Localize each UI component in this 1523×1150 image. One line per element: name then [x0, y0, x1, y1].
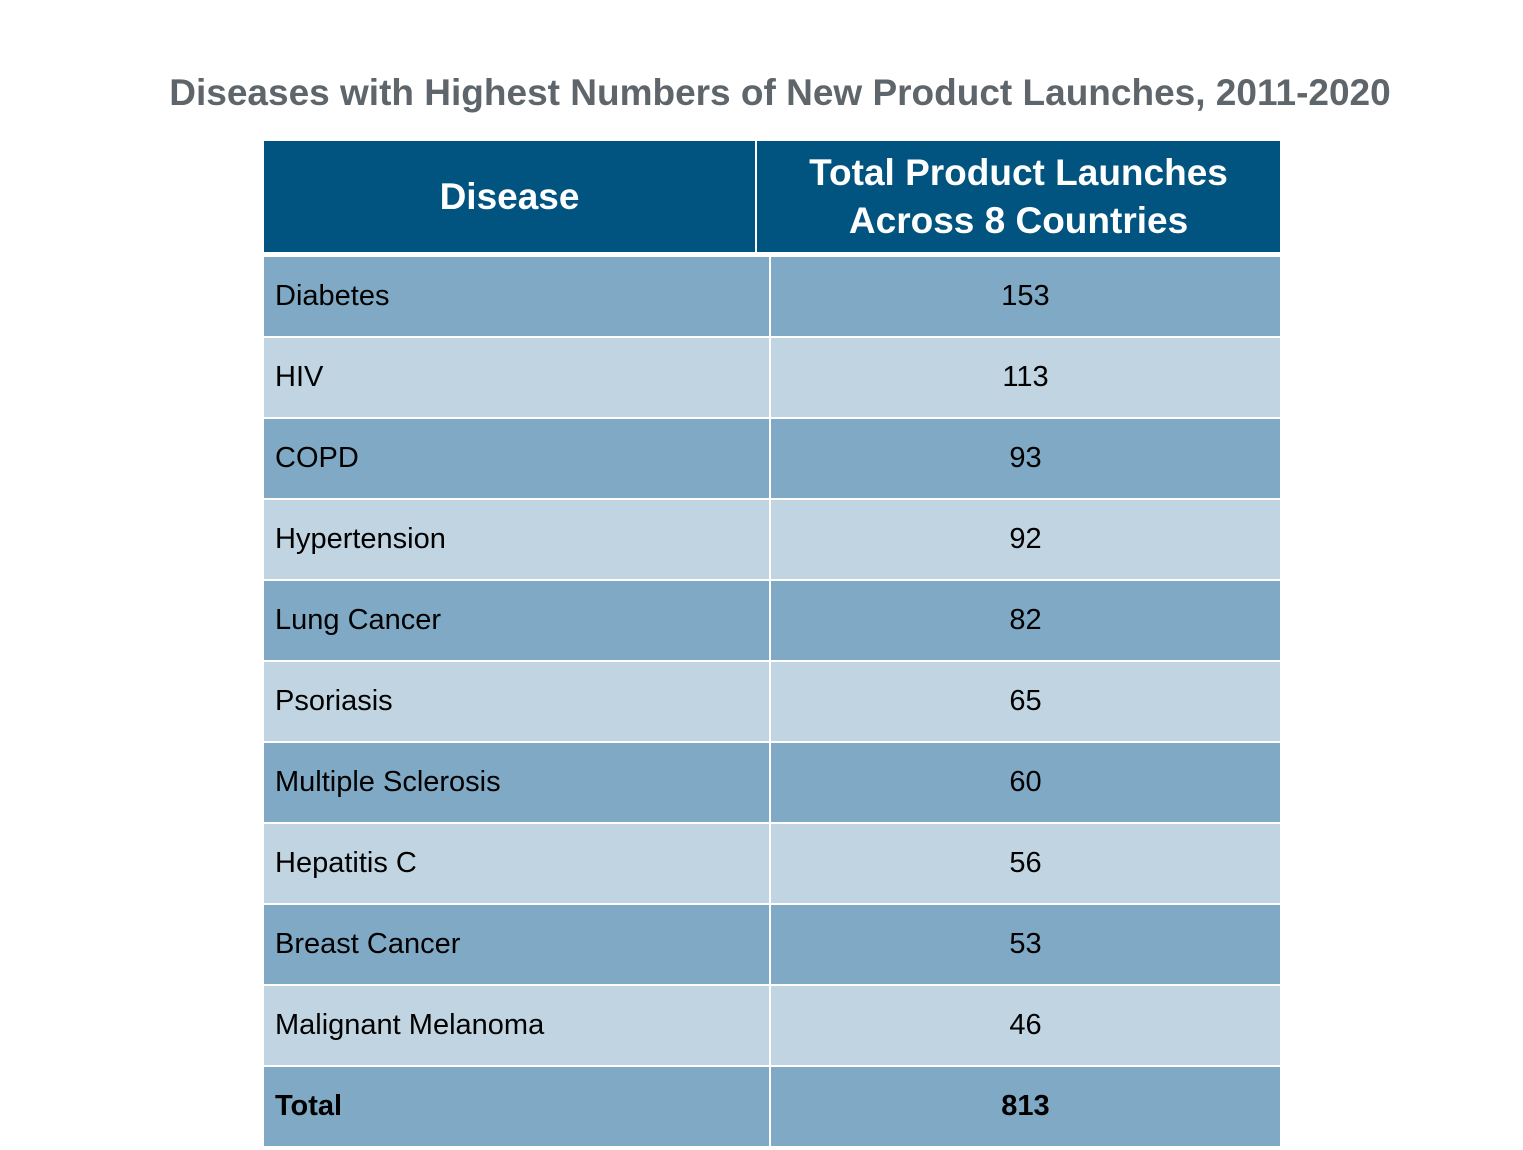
table-row: Lung Cancer 82 — [264, 581, 1280, 660]
disease-cell: Psoriasis — [264, 662, 771, 741]
table-row: Hypertension 92 — [264, 500, 1280, 579]
table-row: Multiple Sclerosis 60 — [264, 743, 1280, 822]
launches-cell: 82 — [1009, 604, 1042, 636]
table-row: Hepatitis C 56 — [264, 824, 1280, 903]
disease-cell: COPD — [264, 419, 771, 498]
total-label: Total — [264, 1067, 771, 1146]
launches-cell: 92 — [1009, 523, 1042, 555]
disease-cell: Malignant Melanoma — [264, 986, 771, 1065]
disease-cell: Hypertension — [264, 500, 771, 579]
total-value: 813 — [1001, 1090, 1050, 1122]
chart-title: Diseases with Highest Numbers of New Pro… — [169, 72, 1391, 113]
launches-cell: 65 — [1009, 685, 1042, 717]
table-row: Breast Cancer 53 — [264, 905, 1280, 984]
launches-cell: 46 — [1009, 1009, 1042, 1041]
launches-cell: 56 — [1009, 847, 1042, 879]
table-header: Disease Total Product Launches Across 8 … — [264, 141, 1280, 252]
launches-cell: 53 — [1009, 928, 1042, 960]
table-row: HIV 113 — [264, 338, 1280, 417]
table-row: COPD 93 — [264, 419, 1280, 498]
disease-cell: Lung Cancer — [264, 581, 771, 660]
launches-cell: 60 — [1009, 766, 1042, 798]
table-row: Malignant Melanoma 46 — [264, 986, 1280, 1065]
launches-cell: 153 — [1001, 280, 1050, 312]
disease-cell: Hepatitis C — [264, 824, 771, 903]
column-header-disease: Disease — [264, 141, 758, 252]
total-row: Total 813 — [264, 1067, 1280, 1146]
data-table: Disease Total Product Launches Across 8 … — [264, 141, 1280, 1148]
launches-cell: 93 — [1009, 442, 1042, 474]
column-header-launches: Total Product Launches Across 8 Countrie… — [809, 151, 1228, 241]
table-row: Psoriasis 65 — [264, 662, 1280, 741]
disease-cell: Breast Cancer — [264, 905, 771, 984]
disease-cell: HIV — [264, 338, 771, 417]
disease-cell: Diabetes — [264, 257, 771, 336]
launches-cell: 113 — [1002, 361, 1049, 393]
disease-cell: Multiple Sclerosis — [264, 743, 771, 822]
table-row: Diabetes 153 — [264, 257, 1280, 336]
